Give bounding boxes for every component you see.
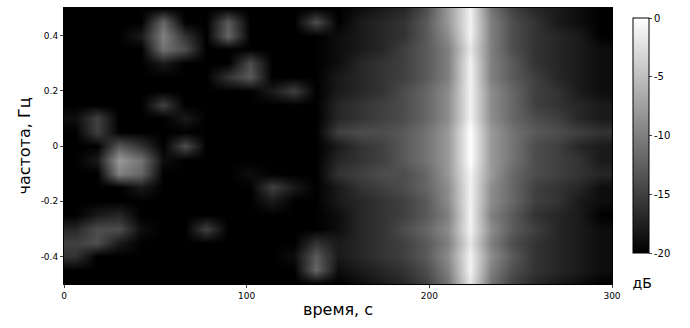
svg-text:дБ: дБ [632,275,651,291]
svg-text:0: 0 [61,291,67,301]
svg-text:100: 100 [238,291,255,301]
svg-text:-20: -20 [654,248,670,259]
svg-text:-0.4: -0.4 [41,252,59,262]
svg-text:-10: -10 [654,130,670,141]
svg-text:0: 0 [52,141,58,151]
svg-text:300: 300 [603,291,620,301]
svg-text:время, с: время, с [303,300,373,319]
svg-text:0.2: 0.2 [44,86,58,96]
svg-text:-5: -5 [654,71,664,82]
svg-text:-15: -15 [654,189,670,200]
svg-text:200: 200 [421,291,438,301]
svg-text:-0.2: -0.2 [41,196,59,206]
svg-text:частота, Гц: частота, Гц [15,97,34,194]
svg-text:0.4: 0.4 [44,31,59,41]
svg-text:0: 0 [654,13,660,24]
